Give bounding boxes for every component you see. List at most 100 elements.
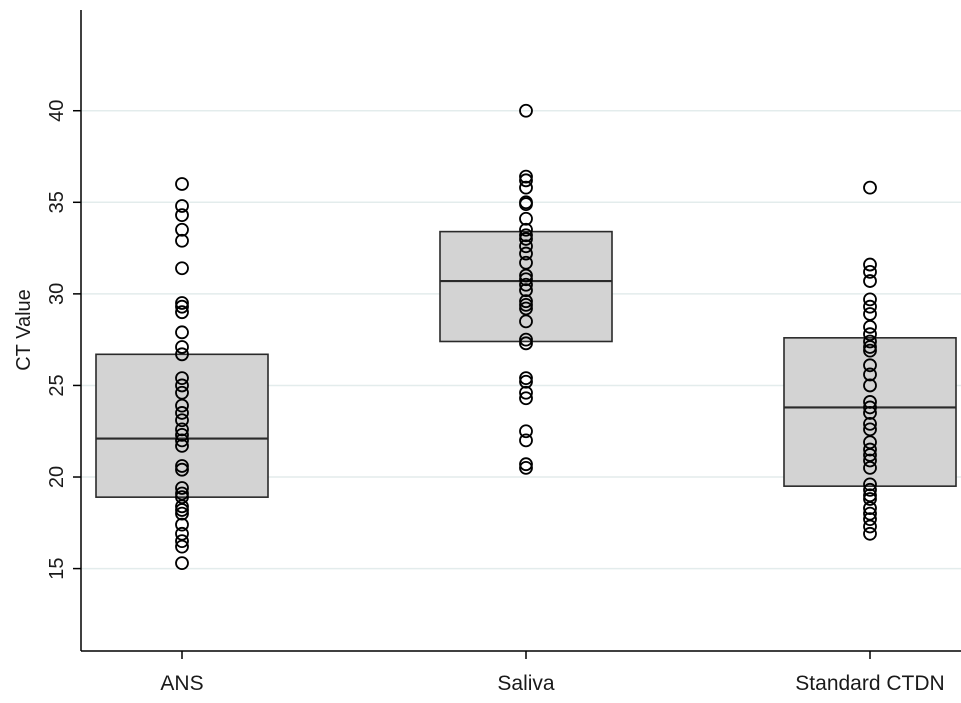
data-point — [175, 208, 189, 223]
data-point — [863, 367, 877, 382]
data-point — [863, 343, 877, 358]
y-tick-label: 20 — [46, 466, 68, 488]
data-point — [519, 228, 533, 243]
data-point — [519, 457, 533, 472]
data-point — [863, 395, 877, 409]
data-point — [519, 246, 533, 261]
data-point — [175, 427, 189, 442]
data-point — [175, 438, 189, 453]
data-point — [863, 526, 877, 541]
box-1 — [95, 353, 269, 498]
data-point — [175, 378, 189, 393]
data-point — [175, 462, 189, 477]
data-point — [863, 482, 877, 497]
y-tick-label: 25 — [46, 374, 68, 396]
box-2 — [439, 230, 613, 343]
data-point — [175, 556, 189, 570]
data-point — [863, 400, 877, 415]
data-point — [175, 422, 189, 437]
x-tick-label: Standard CTDN — [795, 672, 944, 695]
data-point — [519, 336, 533, 351]
data-point — [175, 413, 189, 428]
data-point — [175, 347, 189, 362]
data-point — [519, 283, 533, 298]
data-point — [863, 512, 877, 527]
data-point — [519, 460, 533, 475]
data-point — [519, 424, 533, 439]
data-point — [175, 503, 189, 517]
y-tick-label: 40 — [46, 100, 68, 122]
data-point — [519, 332, 533, 347]
data-point — [175, 398, 189, 413]
y-tick-label: 15 — [46, 557, 68, 579]
data-point — [519, 391, 533, 406]
data-point — [519, 294, 533, 309]
data-point — [175, 296, 189, 310]
y-tick-label: 35 — [46, 191, 68, 213]
data-point — [175, 299, 189, 314]
data-point — [863, 307, 877, 321]
x-tick-label: Saliva — [497, 672, 555, 695]
data-point — [175, 325, 189, 340]
data-point — [175, 481, 189, 495]
tick-labels: 15 20 25 30 35 40 ANS Saliva Standard CTDN — [46, 100, 945, 695]
data-point — [175, 261, 189, 276]
data-point — [863, 340, 877, 354]
data-point — [175, 222, 189, 237]
data-point — [175, 340, 189, 354]
data-point — [863, 292, 877, 307]
data-point — [519, 385, 533, 400]
data-point — [175, 199, 189, 213]
data-point — [863, 378, 877, 393]
data-point — [175, 499, 189, 514]
data-point — [519, 222, 533, 237]
boxes — [95, 230, 957, 498]
data-point — [175, 459, 189, 473]
data-point — [175, 406, 189, 420]
data-point — [863, 477, 877, 492]
data-point — [519, 297, 533, 312]
data-point — [863, 460, 877, 475]
data-point — [863, 442, 877, 457]
x-tick-label: ANS — [160, 672, 203, 695]
data-point — [863, 492, 877, 506]
data-point — [519, 211, 533, 226]
data-point — [519, 433, 533, 448]
data-point — [863, 264, 877, 279]
data-point — [175, 517, 189, 532]
data-point — [519, 314, 533, 329]
data-point — [519, 103, 533, 118]
data-point — [519, 169, 533, 184]
data-point — [863, 334, 877, 349]
data-point — [519, 173, 533, 188]
data-point — [175, 371, 189, 386]
data-point — [863, 319, 877, 334]
y-axis-label: CT Value — [13, 289, 35, 371]
data-point — [863, 519, 877, 534]
data-point — [175, 177, 189, 191]
data-point — [863, 274, 877, 288]
data-point — [863, 417, 877, 431]
data-point — [863, 180, 877, 195]
data-point — [519, 268, 533, 283]
data-point — [863, 406, 877, 420]
data-point — [175, 233, 189, 248]
data-point — [863, 453, 877, 468]
data-point — [519, 374, 533, 389]
data-point — [863, 299, 877, 314]
data-point — [519, 232, 533, 246]
data-point — [863, 257, 877, 272]
data-point — [175, 539, 189, 554]
data-point — [519, 272, 533, 287]
data-point — [519, 180, 533, 195]
data-point — [519, 239, 533, 254]
y-tick-label: 30 — [46, 283, 68, 305]
data-point — [175, 506, 189, 521]
data-points — [175, 103, 877, 570]
data-point — [519, 371, 533, 386]
data-point — [175, 433, 189, 448]
data-point — [863, 501, 877, 516]
data-point — [175, 305, 189, 320]
